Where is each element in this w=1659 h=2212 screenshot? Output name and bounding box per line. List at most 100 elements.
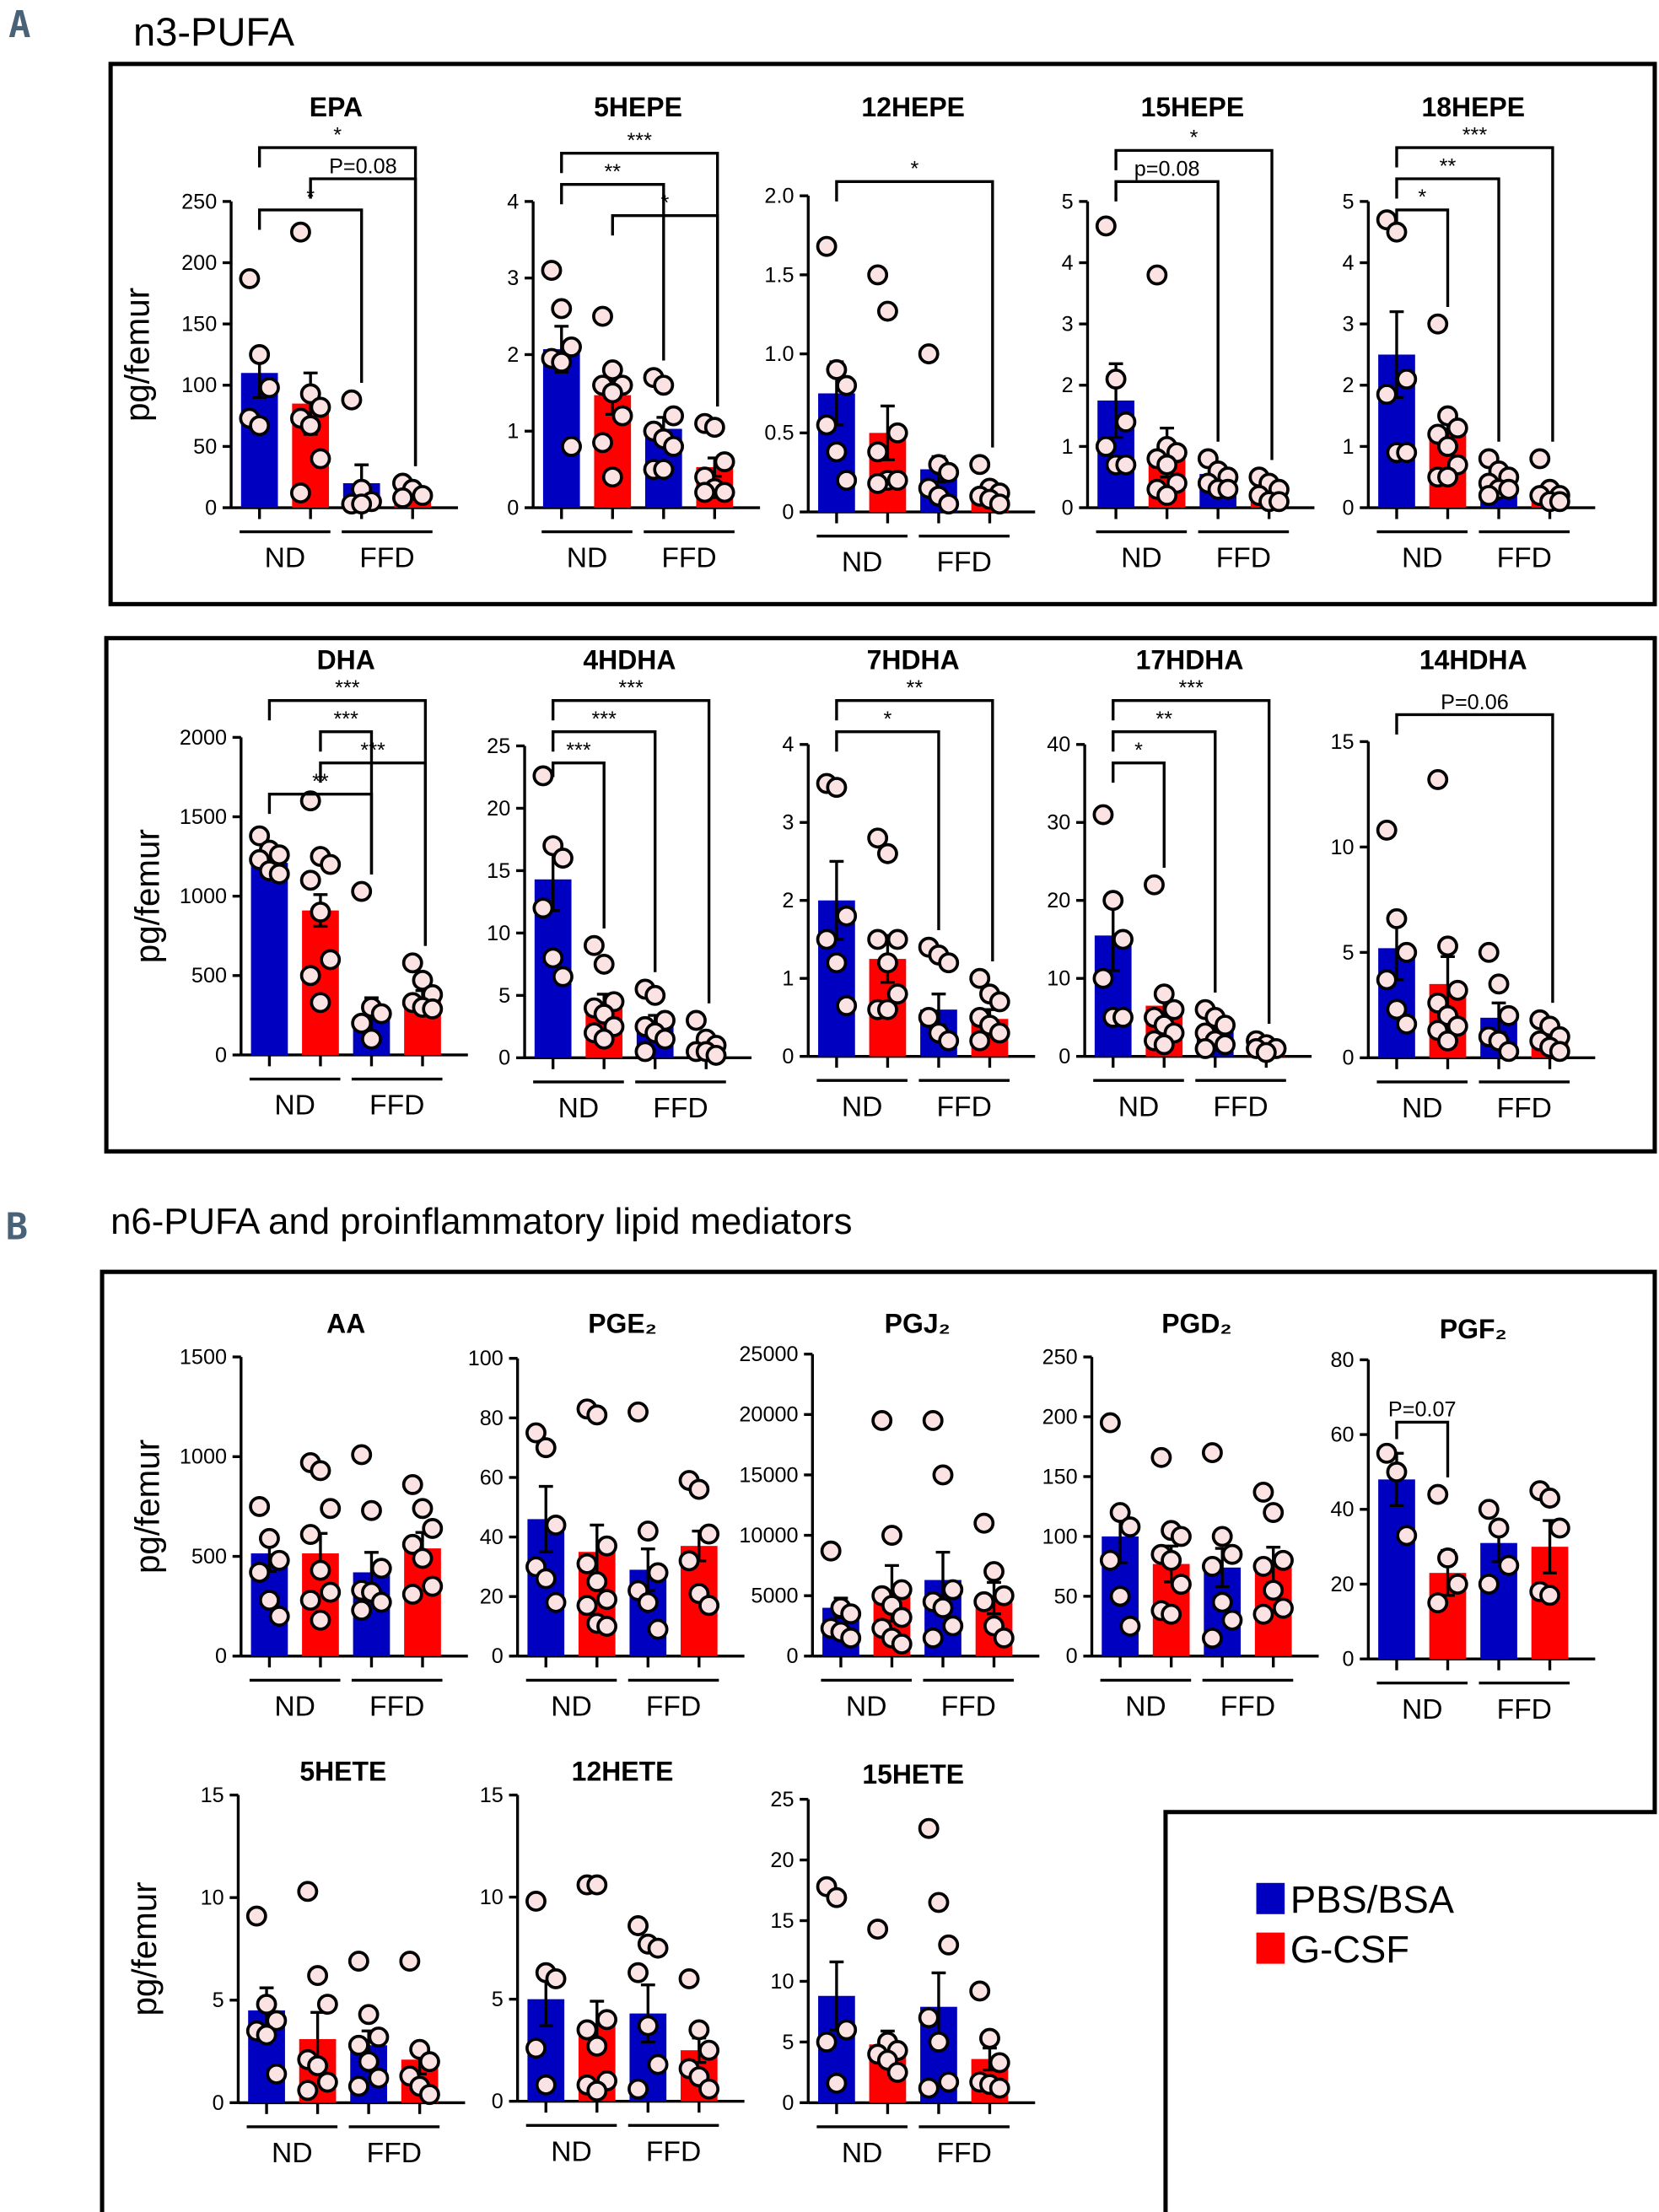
group-label-nd: ND bbox=[842, 1091, 883, 1122]
data-point bbox=[826, 952, 848, 974]
y-tick-label: 20000 bbox=[739, 1403, 798, 1427]
y-tick-label: 0 bbox=[213, 2091, 224, 2115]
data-point bbox=[938, 2071, 960, 2093]
y-tick-label: 80 bbox=[1330, 1348, 1354, 1372]
chart-title: 12HETE bbox=[572, 1757, 674, 1787]
data-point bbox=[1156, 485, 1178, 506]
significance-label: * bbox=[1190, 126, 1198, 150]
data-point bbox=[969, 454, 991, 476]
data-point bbox=[653, 374, 675, 396]
y-tick-label: 15 bbox=[770, 1909, 794, 1933]
y-tick-label: 3 bbox=[507, 266, 519, 290]
panel-a-row2-frame bbox=[104, 636, 1657, 1154]
data-point bbox=[320, 1498, 342, 1520]
data-point bbox=[1488, 973, 1510, 995]
group-label-ffd: FFD bbox=[653, 1093, 708, 1124]
chart-title: 14HDHA bbox=[1419, 645, 1527, 675]
y-tick-label: 200 bbox=[1042, 1405, 1078, 1429]
data-point bbox=[886, 422, 908, 444]
significance-bracket bbox=[257, 146, 417, 466]
bar-pbs-nd bbox=[1378, 1479, 1415, 1660]
y-tick-label: 3 bbox=[782, 811, 794, 835]
data-point bbox=[932, 1597, 954, 1618]
data-point bbox=[535, 1568, 557, 1590]
data-point bbox=[351, 1012, 373, 1034]
chart-title: PGF₂ bbox=[1440, 1314, 1507, 1344]
data-point bbox=[1112, 1006, 1134, 1028]
significance-label: p=0.08 bbox=[1134, 158, 1200, 181]
data-point bbox=[988, 493, 1010, 515]
significance-label: ** bbox=[1155, 708, 1172, 731]
y-tick-label: 1 bbox=[507, 420, 519, 444]
data-point bbox=[1427, 1592, 1449, 1614]
data-point bbox=[1217, 478, 1239, 500]
data-point bbox=[268, 1606, 290, 1627]
data-point bbox=[1498, 478, 1520, 500]
group-label-nd: ND bbox=[265, 543, 306, 574]
y-axis-label: pg/femur bbox=[125, 1881, 164, 2016]
data-point bbox=[634, 1041, 656, 1063]
y-tick-label: 5 bbox=[498, 984, 510, 1008]
significance-bracket bbox=[267, 792, 374, 875]
data-point bbox=[299, 1590, 321, 1612]
y-tick-label: 2.0 bbox=[764, 185, 794, 208]
significance-label: *** bbox=[1178, 676, 1204, 700]
significance-bracket bbox=[551, 729, 657, 972]
data-point bbox=[1478, 941, 1500, 963]
data-point bbox=[576, 1595, 598, 1617]
significance-bracket bbox=[1112, 729, 1217, 993]
data-point bbox=[422, 1575, 444, 1597]
data-point bbox=[1109, 1585, 1131, 1607]
data-point bbox=[698, 1523, 720, 1545]
data-point bbox=[307, 1965, 329, 1987]
significance-bracket bbox=[1395, 1420, 1450, 1477]
y-tick-label: 20 bbox=[1047, 889, 1070, 912]
data-point bbox=[399, 1951, 421, 1973]
chart-pgd₂: PGD₂ 0 50 100 150 200 250 ND FFD bbox=[1042, 1308, 1319, 1722]
data-point bbox=[1163, 998, 1185, 1020]
group-label-nd: ND bbox=[551, 2136, 592, 2167]
significance-label: * bbox=[1418, 186, 1426, 209]
group-label-ffd: FFD bbox=[369, 1691, 424, 1722]
legend-swatch-pbs bbox=[1256, 1882, 1285, 1914]
significance-label: ** bbox=[907, 676, 924, 700]
data-point bbox=[647, 1937, 669, 1959]
data-point bbox=[1092, 967, 1114, 989]
data-point bbox=[1386, 1461, 1408, 1483]
data-point bbox=[1437, 435, 1458, 457]
y-tick-label: 50 bbox=[193, 435, 217, 459]
group-label-ffd: FFD bbox=[1497, 1093, 1552, 1124]
data-point bbox=[867, 928, 889, 950]
data-point bbox=[535, 1437, 557, 1459]
y-tick-label: 250 bbox=[1042, 1345, 1078, 1369]
y-tick-label: 20 bbox=[1330, 1573, 1354, 1596]
data-point bbox=[576, 2019, 598, 2041]
data-point bbox=[370, 1003, 392, 1025]
data-point bbox=[1529, 448, 1551, 470]
group-label-ffd: FFD bbox=[1220, 1691, 1275, 1722]
data-point bbox=[299, 383, 321, 405]
data-point bbox=[694, 482, 715, 503]
data-point bbox=[1105, 369, 1127, 390]
data-point bbox=[299, 965, 321, 987]
data-point bbox=[320, 949, 342, 971]
data-point bbox=[932, 1464, 954, 1486]
data-point bbox=[1498, 1004, 1520, 1026]
data-point bbox=[297, 1881, 319, 1903]
data-point bbox=[886, 470, 908, 492]
data-point bbox=[1161, 1603, 1182, 1625]
legend: PBS/BSA G-CSF bbox=[1256, 1878, 1455, 1971]
data-point bbox=[316, 1994, 338, 2016]
data-point bbox=[928, 2031, 950, 2053]
data-point bbox=[1539, 1488, 1560, 1509]
data-point bbox=[969, 967, 991, 989]
data-point bbox=[1549, 1517, 1570, 1539]
data-point bbox=[1170, 1574, 1192, 1596]
data-point bbox=[867, 1919, 889, 1940]
data-point bbox=[1115, 411, 1137, 433]
y-tick-label: 1500 bbox=[180, 805, 227, 829]
data-point bbox=[826, 441, 848, 463]
y-tick-label: 40 bbox=[1047, 733, 1070, 756]
